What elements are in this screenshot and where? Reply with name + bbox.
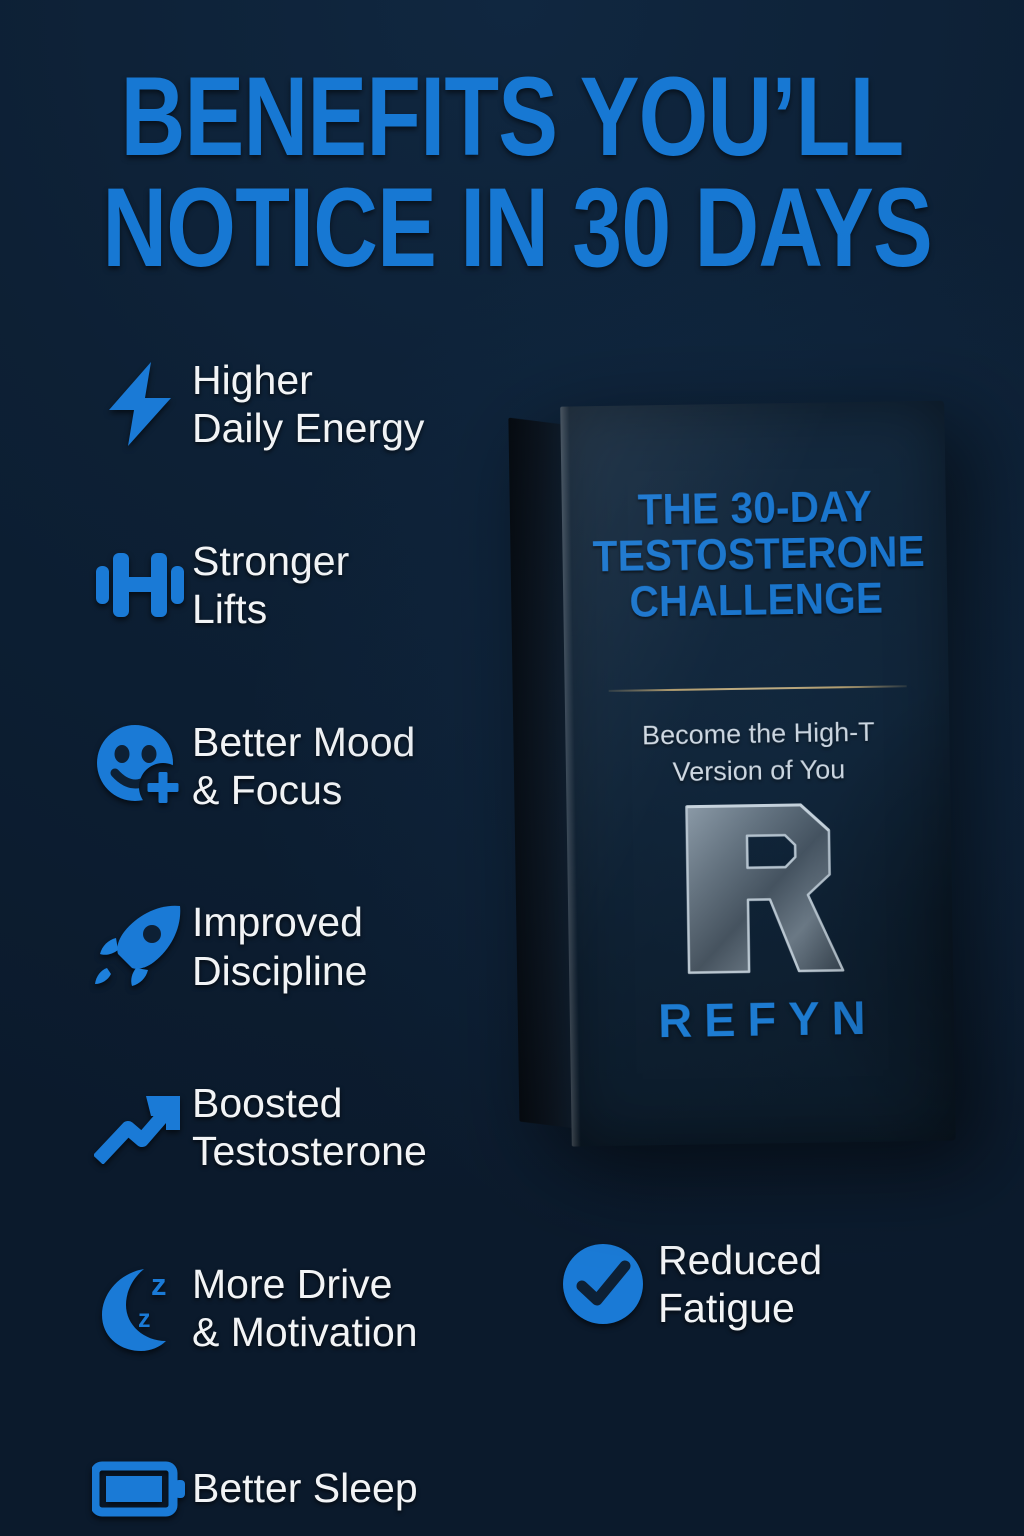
book-title: THE 30-DAY TESTOSTERONE CHALLENGE (592, 481, 926, 627)
brand-name: REFYN (657, 990, 878, 1048)
refyn-logo-mark (566, 799, 953, 981)
lightning-bolt-icon (88, 356, 192, 452)
book-cover: THE 30-DAY TESTOSTERONE CHALLENGE Become… (560, 400, 956, 1147)
list-item: z z More Drive & Motivation (88, 1260, 528, 1357)
list-item-label: More Drive & Motivation (192, 1260, 418, 1356)
list-item-label: Boosted Testosterone (192, 1080, 427, 1175)
dumbbell-icon (88, 537, 192, 633)
book-subtitle: Become the High-T Version of You (641, 716, 875, 788)
svg-text:z: z (138, 1305, 151, 1333)
list-item-label: Better Mood & Focus (192, 718, 416, 813)
list-item: Better Mood & Focus (88, 718, 528, 815)
list-item-label: Reduced Fatigue (658, 1237, 823, 1332)
benefits-list: Higher Daily Energy Stronger Lifts (88, 356, 528, 1536)
book-mockup: THE 30-DAY TESTOSTERONE CHALLENGE Become… (508, 400, 956, 1148)
rocket-icon (88, 899, 192, 995)
list-item: Better Sleep (88, 1441, 528, 1536)
svg-text:z: z (151, 1267, 167, 1302)
battery-icon (88, 1441, 192, 1536)
book-divider (608, 685, 907, 692)
list-item-label: Higher Daily Energy (192, 357, 425, 452)
trending-up-icon (88, 1079, 192, 1175)
list-item: Boosted Testosterone (88, 1079, 528, 1176)
list-item-label: Better Sleep (192, 1465, 418, 1511)
headline-line-1: BENEFITS YOU’LL (120, 54, 905, 179)
smiley-plus-icon (88, 718, 192, 814)
list-item-label: Improved Discipline (192, 899, 368, 994)
list-item-label: Stronger Lifts (192, 537, 350, 633)
page-title: BENEFITS YOU’LL NOTICE IN 30 DAYS (102, 61, 932, 290)
list-item: Improved Discipline (88, 898, 528, 995)
list-item-reduced-fatigue: Reduced Fatigue (548, 1236, 968, 1333)
headline-line-2: NOTICE IN 30 DAYS (102, 164, 932, 290)
list-item: Higher Daily Energy (88, 356, 528, 453)
moon-zzz-icon: z z (88, 1260, 192, 1356)
list-item: Stronger Lifts (88, 537, 528, 634)
check-circle-icon (548, 1236, 658, 1332)
